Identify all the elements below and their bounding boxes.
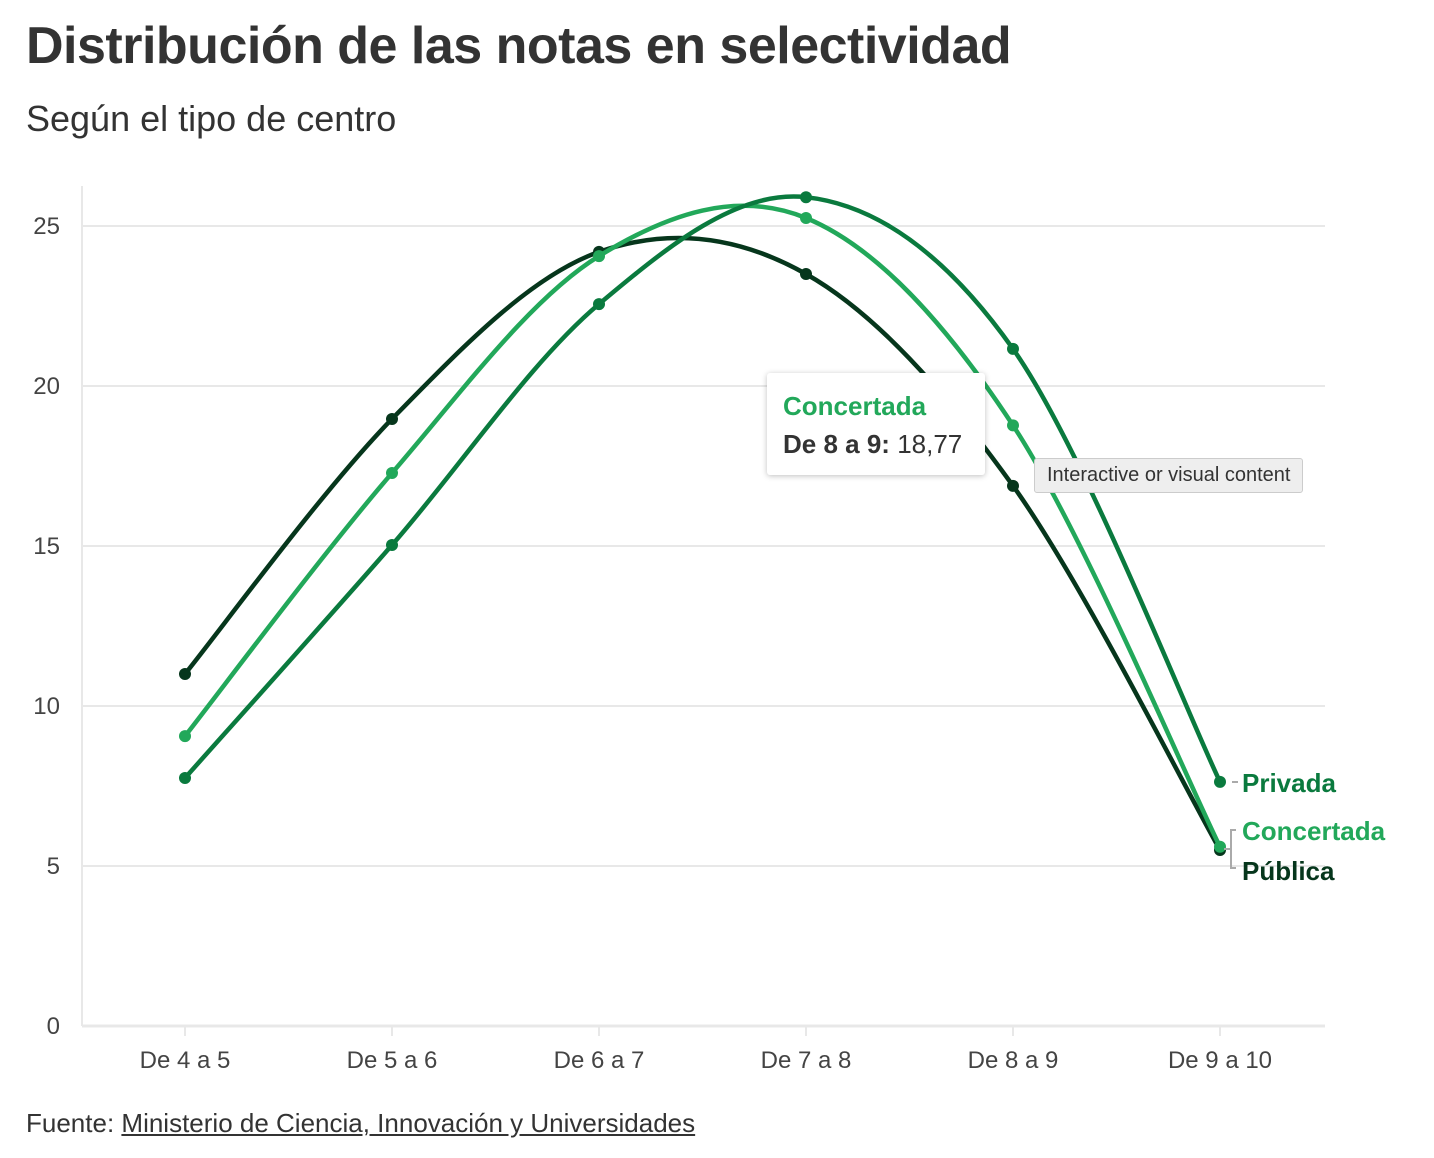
data-point [1007,342,1019,355]
data-point [386,539,398,552]
source-link[interactable]: Ministerio de Ciencia, Innovación y Univ… [121,1108,696,1138]
tooltip: Concertada De 8 a 9: 18,77 [767,373,985,475]
y-tick-label: 25 [33,213,60,240]
x-tick-label: De 8 a 9 [968,1047,1059,1074]
series-line [183,203,1223,848]
x-tick-label: De 4 a 5 [140,1047,231,1074]
data-point [386,467,398,480]
y-tick-label: 15 [33,533,60,560]
x-tick-label: De 5 a 6 [347,1047,438,1074]
series-publica: Pública [179,235,1335,886]
data-point [1214,775,1226,788]
data-point [179,668,191,680]
x-tick-label: De 6 a 7 [554,1047,645,1074]
interactive-content-badge[interactable]: Interactive or visual content [1034,458,1304,493]
x-tick-label: De 9 a 10 [1168,1047,1272,1074]
data-point [1007,419,1019,432]
series-concertada: Concertada [179,203,1386,853]
series-end-label: Concertada [1242,816,1386,846]
data-point [1214,840,1226,853]
data-point [593,298,605,311]
data-point [386,412,398,425]
tooltip-category: De 8 a 9: [783,429,890,459]
series-end-label: Privada [1242,768,1336,798]
y-tick-label: 10 [33,693,60,720]
tooltip-value: 18,77 [897,429,963,459]
tooltip-series: Concertada [783,391,927,421]
y-tick-label: 20 [33,373,60,400]
chart-subtitle: Según el tipo de centro [26,98,397,139]
source-label: Fuente: [26,1108,115,1138]
data-point [800,191,812,204]
data-point [800,268,812,280]
data-point [179,772,191,784]
data-point [800,212,812,224]
y-tick-label: 5 [47,853,60,880]
series-line [183,235,1222,852]
data-point [179,730,191,743]
data-point [1007,479,1019,492]
y-tick-label: 0 [47,1013,60,1040]
source-note: Fuente: Ministerio de Ciencia, Innovació… [26,1108,695,1139]
chart-title: Distribución de las notas en selectivida… [26,17,1012,75]
x-tick-label: De 7 a 8 [761,1047,852,1074]
label-bracket [1224,829,1236,869]
series-end-label: Pública [1242,856,1335,886]
data-point [593,250,605,263]
